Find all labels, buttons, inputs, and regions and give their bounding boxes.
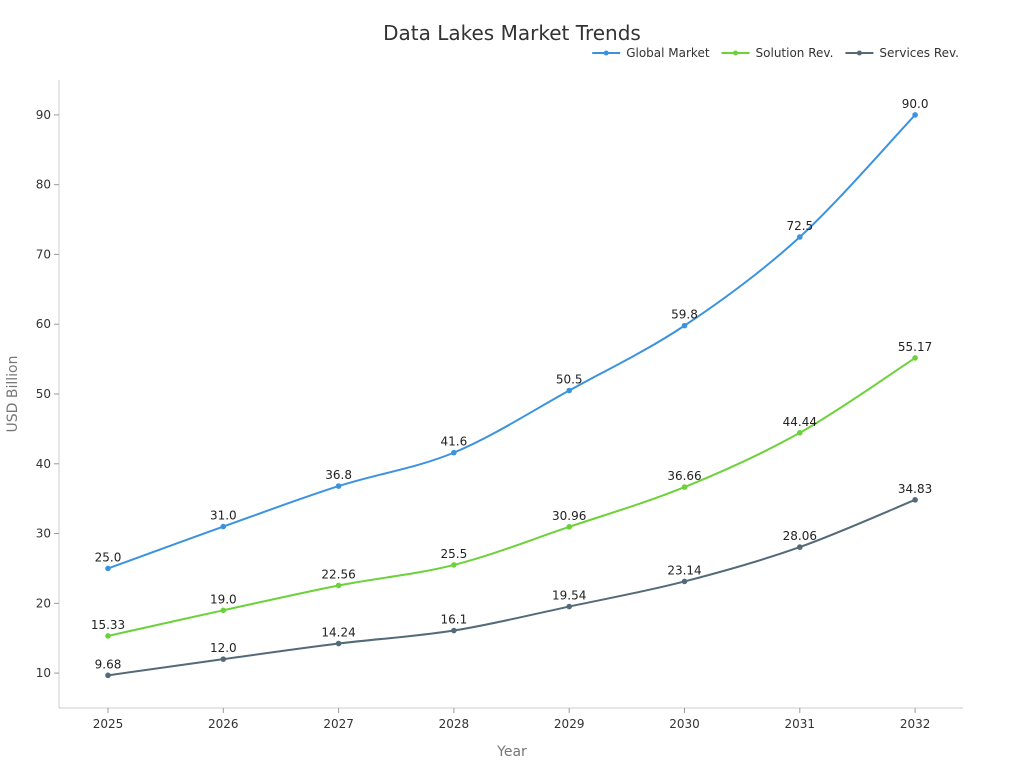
y-tick-label: 90 xyxy=(36,108,51,122)
data-point xyxy=(797,234,803,240)
legend-swatch-marker xyxy=(603,50,609,56)
data-point xyxy=(335,483,342,489)
data-label: 31.0 xyxy=(210,509,237,523)
y-tick-label: 60 xyxy=(36,317,51,331)
series-line xyxy=(107,114,916,570)
data-point xyxy=(105,672,111,679)
data-point xyxy=(797,429,803,436)
data-point xyxy=(335,582,342,589)
data-point xyxy=(105,565,111,572)
x-tick-label: 2029 xyxy=(554,717,585,731)
data-label: 25.0 xyxy=(95,550,122,564)
data-label: 59.8 xyxy=(671,308,698,322)
data-label: 14.24 xyxy=(321,626,355,640)
series-line xyxy=(107,498,916,677)
x-tick-label: 2028 xyxy=(439,717,470,731)
data-label: 19.0 xyxy=(210,592,237,606)
legend-swatch-marker xyxy=(733,50,739,56)
y-tick-label: 20 xyxy=(36,596,51,610)
data-point xyxy=(912,112,918,118)
series-2 xyxy=(105,355,918,639)
data-label: 23.14 xyxy=(667,563,701,577)
x-tick-label: 2030 xyxy=(669,717,700,731)
x-axis-label: Year xyxy=(496,744,527,760)
data-label: 55.17 xyxy=(898,340,932,354)
data-label: 36.66 xyxy=(667,469,701,483)
data-point xyxy=(566,603,572,610)
y-tick-label: 30 xyxy=(36,527,51,541)
data-point xyxy=(451,562,457,568)
data-label: 15.33 xyxy=(91,618,125,632)
y-tick-label: 80 xyxy=(36,178,51,192)
legend-label: Solution Rev. xyxy=(756,46,834,60)
data-point xyxy=(681,484,688,490)
data-label: 28.06 xyxy=(783,529,817,543)
series-3 xyxy=(105,497,918,679)
data-point xyxy=(566,524,572,530)
legend: Global Market Solution Rev. Services Rev. xyxy=(592,46,959,60)
data-point xyxy=(220,523,227,530)
data-label: 19.54 xyxy=(552,589,586,603)
data-label: 9.68 xyxy=(95,657,122,671)
data-label: 12.0 xyxy=(210,641,237,655)
legend-item: Services Rev. xyxy=(845,46,959,60)
data-point xyxy=(912,355,918,361)
data-point xyxy=(105,633,111,639)
x-tick-label: 2025 xyxy=(93,717,124,731)
data-label: 44.44 xyxy=(783,415,817,429)
y-tick-label: 70 xyxy=(36,247,51,261)
series-line xyxy=(107,357,916,637)
x-tick-label: 2032 xyxy=(900,717,931,731)
y-tick-label: 50 xyxy=(36,387,51,401)
data-point xyxy=(797,544,803,550)
x-tick-label: 2031 xyxy=(785,717,816,731)
y-tick-label: 10 xyxy=(36,666,51,680)
data-point xyxy=(681,322,688,329)
data-point xyxy=(566,387,572,394)
y-tick-label: 40 xyxy=(36,457,51,471)
data-point xyxy=(220,656,227,662)
data-point xyxy=(451,627,457,634)
data-label: 41.6 xyxy=(441,435,468,449)
legend-label: Global Market xyxy=(626,46,710,60)
series-layer xyxy=(105,112,918,679)
data-labels: 25.0 31.0 36.8 41.6 50.5 59.8 72.5 90.0 15.33 19.… xyxy=(91,97,932,671)
data-point xyxy=(912,497,918,503)
y-axis-label: USD Billion xyxy=(5,356,21,433)
data-point xyxy=(451,449,457,456)
legend-item: Solution Rev. xyxy=(721,46,834,60)
data-label: 34.83 xyxy=(898,482,932,496)
legend-label: Services Rev. xyxy=(879,46,959,60)
data-label: 90.0 xyxy=(902,97,929,111)
data-point xyxy=(681,578,688,585)
legend-swatch-marker xyxy=(856,50,862,56)
data-point xyxy=(335,640,342,647)
x-tick-label: 2026 xyxy=(208,717,239,731)
data-label: 25.5 xyxy=(441,547,468,561)
data-label: 36.8 xyxy=(325,468,352,482)
legend-item: Global Market xyxy=(592,46,710,60)
data-label: 50.5 xyxy=(556,373,583,387)
data-label: 16.1 xyxy=(441,613,468,627)
data-label: 30.96 xyxy=(552,509,586,523)
data-point xyxy=(220,607,227,614)
data-label: 22.56 xyxy=(321,567,355,581)
x-tick-label: 2027 xyxy=(323,717,354,731)
chart-title: Data Lakes Market Trends xyxy=(383,21,641,45)
data-label: 72.5 xyxy=(786,219,813,233)
series-1 xyxy=(105,112,918,572)
